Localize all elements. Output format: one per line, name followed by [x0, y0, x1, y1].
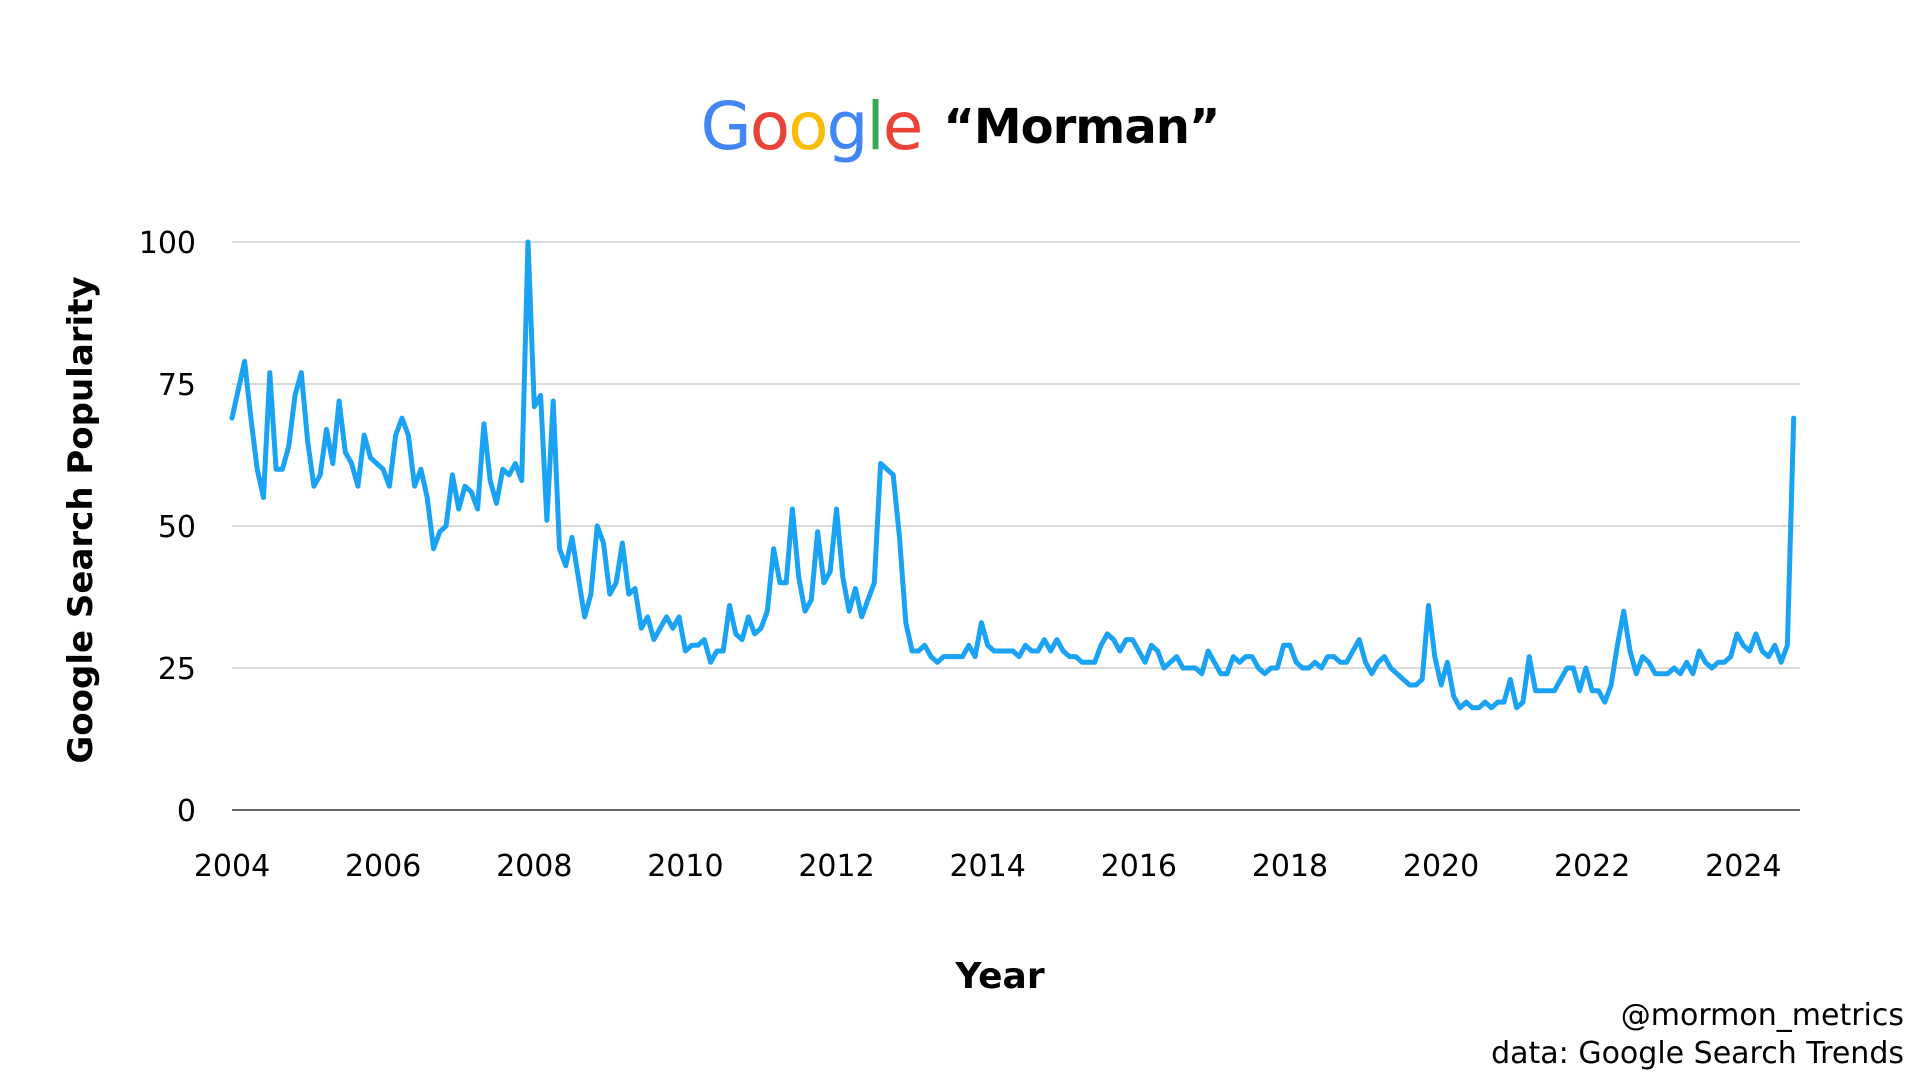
y-tick-label: 0 — [177, 794, 196, 829]
y-tick-label: 75 — [158, 368, 196, 403]
search-query-title: “Morman” — [943, 98, 1220, 155]
series-layer — [229, 239, 1797, 711]
x-tick-label: 2008 — [496, 849, 572, 884]
y-axis-label: Google Search Popularity — [61, 276, 101, 763]
y-tick-label: 25 — [158, 652, 196, 687]
google-logo-letter: l — [866, 88, 884, 165]
y-tick-label: 50 — [158, 510, 196, 545]
google-logo: Google — [700, 88, 924, 165]
x-axis-tick-labels: 2004 2006 2008 2010 2012 2014 2016 2018 2020 2022… — [194, 849, 1782, 884]
credit-source: data: Google Search Trends — [1491, 1036, 1904, 1071]
google-logo-letter: e — [882, 88, 924, 165]
x-axis-label: Year — [954, 956, 1044, 997]
x-tick-label: 2020 — [1403, 849, 1479, 884]
y-axis-tick-labels: 0 25 50 75 100 — [139, 226, 196, 829]
x-tick-label: 2004 — [194, 849, 270, 884]
chart-title: Google “Morman” — [0, 88, 1920, 165]
y-tick-label: 100 — [139, 226, 196, 261]
x-tick-label: 2014 — [949, 849, 1025, 884]
x-tick-label: 2022 — [1554, 849, 1630, 884]
credit-handle: @mormon_metrics — [1620, 998, 1904, 1033]
x-tick-label: 2018 — [1252, 849, 1328, 884]
series-line — [229, 239, 1797, 711]
google-logo-letter: g — [826, 88, 868, 165]
google-logo-letter: o — [788, 88, 828, 165]
x-tick-label: 2016 — [1101, 849, 1177, 884]
google-logo-letter: o — [749, 88, 790, 165]
x-tick-label: 2024 — [1705, 849, 1781, 884]
x-tick-label: 2012 — [798, 849, 874, 884]
x-tick-label: 2010 — [647, 849, 723, 884]
google-logo-letter: G — [700, 88, 752, 165]
x-tick-label: 2006 — [345, 849, 421, 884]
grid-lines — [232, 241, 1800, 811]
